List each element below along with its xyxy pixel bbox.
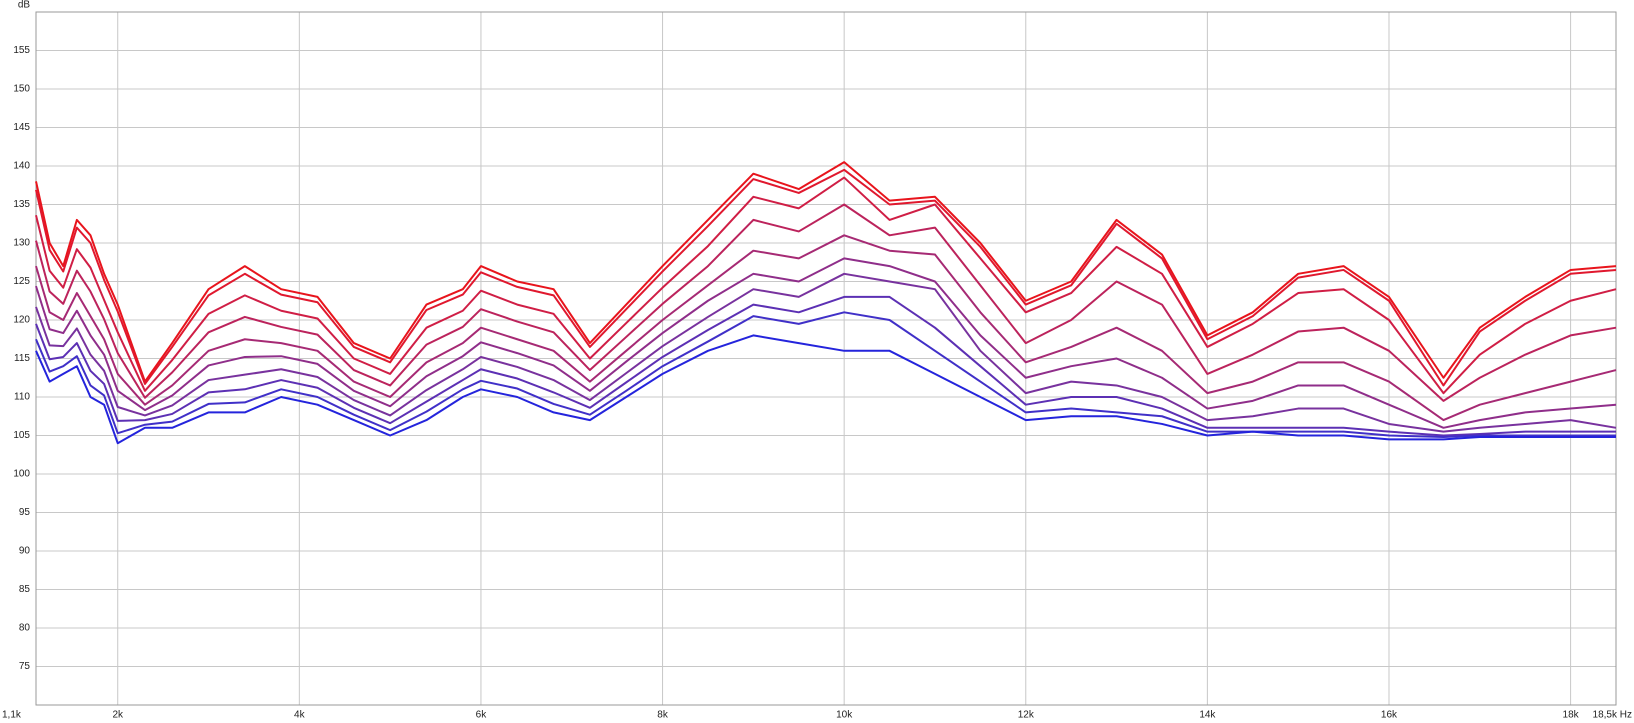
y-tick-label: 90 (19, 546, 31, 557)
x-tick-label: 16k (1381, 710, 1398, 721)
y-axis-label: dB (18, 0, 31, 11)
y-tick-label: 150 (13, 84, 30, 95)
y-tick-label: 115 (14, 353, 30, 364)
y-tick-label: 75 (19, 661, 31, 672)
series-line (35, 334, 1616, 445)
plot-frame (35, 11, 1617, 706)
series-line (35, 234, 1617, 422)
y-tick-label: 100 (13, 469, 30, 480)
y-tick-label: 145 (13, 122, 30, 133)
series-line (35, 161, 1617, 383)
x-tick-label: 6k (476, 710, 488, 721)
y-tick-label: 95 (19, 507, 31, 518)
y-tick-label: 125 (13, 276, 30, 287)
series-line (35, 168, 1617, 387)
series-line (35, 257, 1617, 429)
x-tick-label: 8k (657, 710, 669, 721)
series-line (35, 272, 1617, 433)
y-tick-label: 110 (14, 392, 30, 403)
series-line (35, 311, 1616, 439)
series-line (35, 176, 1617, 395)
y-tick-label: 135 (13, 199, 30, 210)
y-tick-label: 140 (13, 161, 30, 172)
x-tick-label: 18k (1563, 710, 1580, 721)
x-tick-label: 4k (294, 710, 306, 721)
y-tick-label: 80 (19, 623, 31, 634)
x-tick-label: 2k (112, 710, 124, 721)
y-tick-label: 85 (19, 584, 31, 595)
x-tick-label: 12k (1018, 710, 1035, 721)
y-tick-label: 120 (13, 315, 30, 326)
x-tick-label: 14k (1199, 710, 1216, 721)
series-line (35, 203, 1617, 402)
series-line (35, 295, 1616, 437)
y-tick-label: 130 (13, 238, 30, 249)
x-tick-label: 10k (836, 710, 853, 721)
y-tick-label: 155 (13, 45, 30, 56)
x-tick-label: 18,5k Hz (1593, 710, 1632, 721)
y-tick-label: 105 (13, 430, 30, 441)
x-tick-label: 1,1k (2, 710, 22, 721)
